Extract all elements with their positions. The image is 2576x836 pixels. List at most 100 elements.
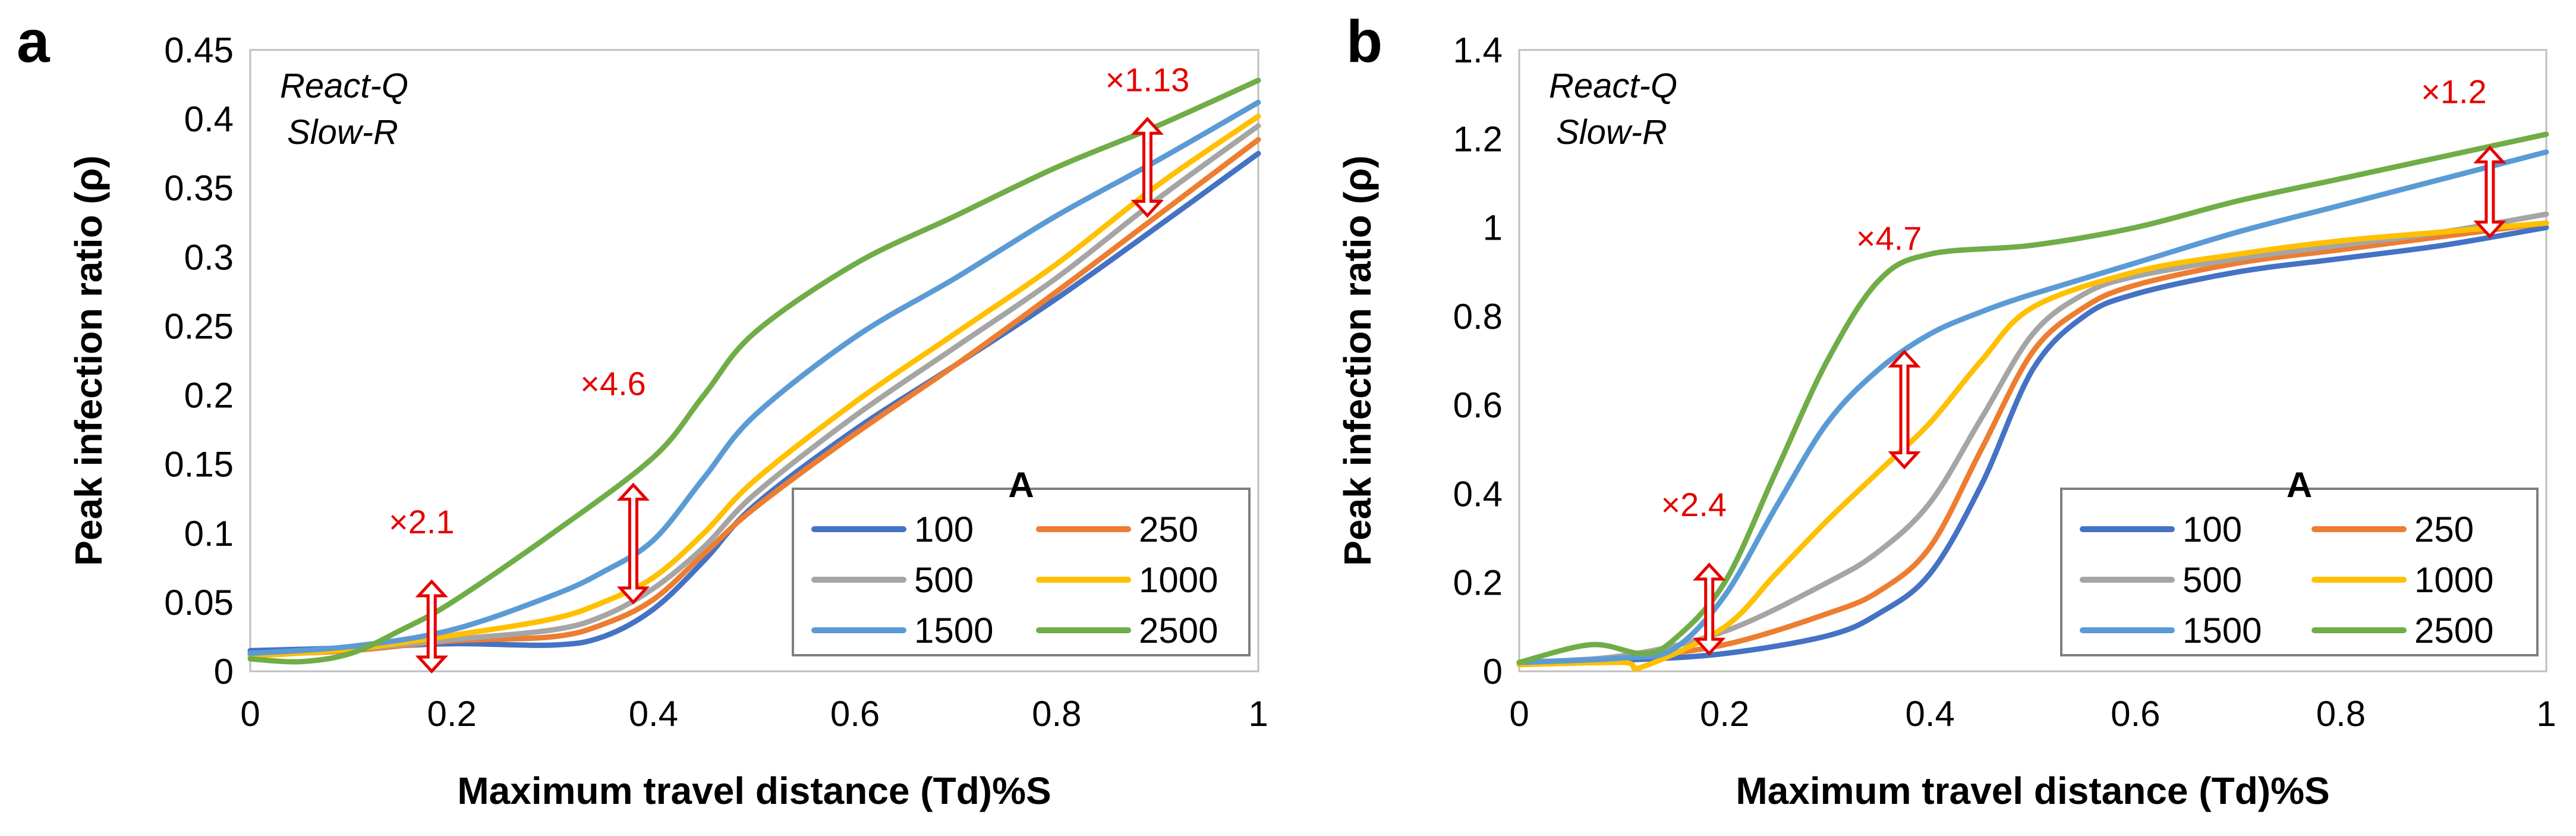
ratio-label: ×1.13 — [1106, 61, 1190, 99]
double-arrow-icon — [616, 482, 650, 605]
y-tick-label: 0.4 — [1453, 474, 1503, 514]
y-axis-title: Peak infection ratio (ρ) — [1336, 155, 1379, 565]
chart-panel-a: 0 0.05 0.1 0.15 0.2 0.25 0.3 0.35 0.4 0.45 0 0.2 0.4… — [17, 8, 1268, 812]
plot-area — [249, 49, 1259, 672]
y-tick-label: 0.45 — [164, 30, 234, 70]
y-tick-label: 0.8 — [1453, 297, 1503, 337]
double-arrow-icon — [415, 579, 448, 674]
legend-item-1000: 1000 — [2312, 560, 2493, 600]
double-arrow-icon — [1888, 349, 1921, 470]
condition-label: React-Q — [280, 67, 408, 105]
x-tick-label: 0.8 — [1032, 694, 1081, 734]
condition-label: Slow-R — [1556, 113, 1667, 152]
series-line-500 — [247, 123, 1261, 656]
double-arrow-icon — [1692, 562, 1726, 656]
legend-label: 500 — [2183, 560, 2242, 600]
ratio-label: ×2.1 — [389, 503, 455, 540]
y-axis-ticks: 0 0.05 0.1 0.15 0.2 0.25 0.3 0.35 0.4 0.45 — [164, 30, 234, 692]
series-line-2500 — [247, 77, 1261, 665]
double-arrow-icon — [1130, 117, 1164, 218]
chart-panel-b: 0 0.2 0.4 0.6 0.8 1 1.2 1.4 0 0.2 0.4 0.6 0.8 1 Maximu… — [1336, 8, 2556, 812]
legend-label: 2500 — [2414, 611, 2493, 650]
ratio-label: ×1.2 — [2421, 73, 2487, 111]
condition-label: Slow-R — [287, 113, 398, 152]
y-axis-title: Peak infection ratio (ρ) — [67, 155, 110, 565]
x-axis-title: Maximum travel distance (Td)%S — [1736, 769, 2329, 812]
x-tick-label: 0 — [240, 694, 260, 734]
y-tick-label: 1.2 — [1453, 119, 1503, 159]
series-line-1500 — [247, 99, 1261, 656]
x-axis-title: Maximum travel distance (Td)%S — [457, 769, 1051, 812]
series-line-250 — [1516, 220, 2549, 665]
series-line-1500 — [1516, 149, 2549, 665]
plot-area — [1518, 49, 2547, 672]
x-tick-label: 0.4 — [629, 694, 678, 734]
series-line-500 — [1516, 211, 2549, 665]
y-tick-label: 1.4 — [1453, 30, 1503, 70]
y-axis-ticks: 0 0.2 0.4 0.6 0.8 1 1.2 1.4 — [1453, 30, 1503, 692]
legend-item-100: 100 — [2080, 510, 2242, 549]
y-tick-label: 0.1 — [184, 514, 234, 554]
y-tick-label: 0.2 — [184, 376, 234, 416]
y-tick-label: 1 — [1483, 208, 1503, 248]
x-axis-ticks: 0 0.2 0.4 0.6 0.8 1 — [1509, 694, 2556, 734]
legend: A 100 250 500 1000 1500 2500 — [792, 465, 1251, 656]
ratio-arrow — [1130, 117, 1164, 218]
legend-label: 250 — [2414, 510, 2474, 549]
double-arrow-icon — [2473, 145, 2506, 239]
condition-label: React-Q — [1549, 67, 1677, 105]
ratio-label: ×4.6 — [580, 365, 646, 403]
x-tick-label: 0.6 — [2111, 694, 2160, 734]
series-line-2500 — [1516, 131, 2549, 665]
y-tick-label: 0 — [1483, 652, 1503, 692]
legend-title: A — [1008, 465, 1034, 505]
x-tick-label: 1 — [1248, 694, 1268, 734]
legend-label: 250 — [1139, 510, 1198, 549]
x-tick-label: 0.2 — [427, 694, 476, 734]
legend: A 100 250 500 1000 1500 2500 — [2060, 465, 2539, 656]
legend-item-1500: 1500 — [2080, 611, 2262, 650]
y-tick-label: 0.3 — [184, 237, 234, 277]
ratio-arrow — [2473, 145, 2506, 239]
x-tick-label: 0.6 — [830, 694, 880, 734]
legend-label: 100 — [914, 510, 974, 549]
annotations: ×2.4 ×4.7 ×1.2 — [1661, 73, 2506, 656]
legend-item-1000: 1000 — [1036, 560, 1218, 600]
y-tick-label: 0.4 — [184, 99, 234, 139]
y-tick-label: 0 — [214, 652, 234, 692]
legend-item-2500: 2500 — [1036, 611, 1218, 650]
legend-item-500: 500 — [2080, 560, 2242, 600]
y-tick-label: 0.15 — [164, 445, 234, 485]
series-lines — [247, 77, 1261, 665]
x-tick-label: 0.2 — [1700, 694, 1749, 734]
ratio-arrow — [616, 482, 650, 605]
legend-label: 1500 — [2183, 611, 2262, 650]
y-tick-label: 0.25 — [164, 306, 234, 346]
legend-item-1500: 1500 — [811, 611, 993, 650]
legend-title: A — [2287, 465, 2312, 505]
ratio-label: ×2.4 — [1661, 486, 1727, 523]
legend-item-250: 250 — [1036, 510, 1198, 549]
x-tick-label: 0.4 — [1905, 694, 1954, 734]
legend-item-250: 250 — [2312, 510, 2474, 549]
y-tick-label: 0.05 — [164, 583, 234, 623]
legend-label: 500 — [914, 560, 974, 600]
panel-label: b — [1346, 8, 1383, 75]
y-tick-label: 0.2 — [1453, 563, 1503, 603]
legend-label: 1500 — [914, 611, 993, 650]
x-axis-ticks: 0 0.2 0.4 0.6 0.8 1 — [240, 694, 1268, 734]
series-lines — [1516, 131, 2549, 672]
series-line-100 — [1516, 225, 2549, 665]
series-line-1000 — [247, 114, 1261, 659]
legend-label: 2500 — [1139, 611, 1218, 650]
ratio-arrow — [415, 579, 448, 674]
y-tick-label: 0.6 — [1453, 385, 1503, 425]
legend-label: 1000 — [1139, 560, 1218, 600]
series-line-1000 — [1516, 220, 2549, 672]
ratio-arrow — [1692, 562, 1726, 656]
annotations: ×2.1 ×4.6 ×1.13 — [389, 61, 1190, 674]
x-tick-label: 1 — [2536, 694, 2556, 734]
legend-label: 100 — [2183, 510, 2242, 549]
y-tick-label: 0.35 — [164, 168, 234, 208]
